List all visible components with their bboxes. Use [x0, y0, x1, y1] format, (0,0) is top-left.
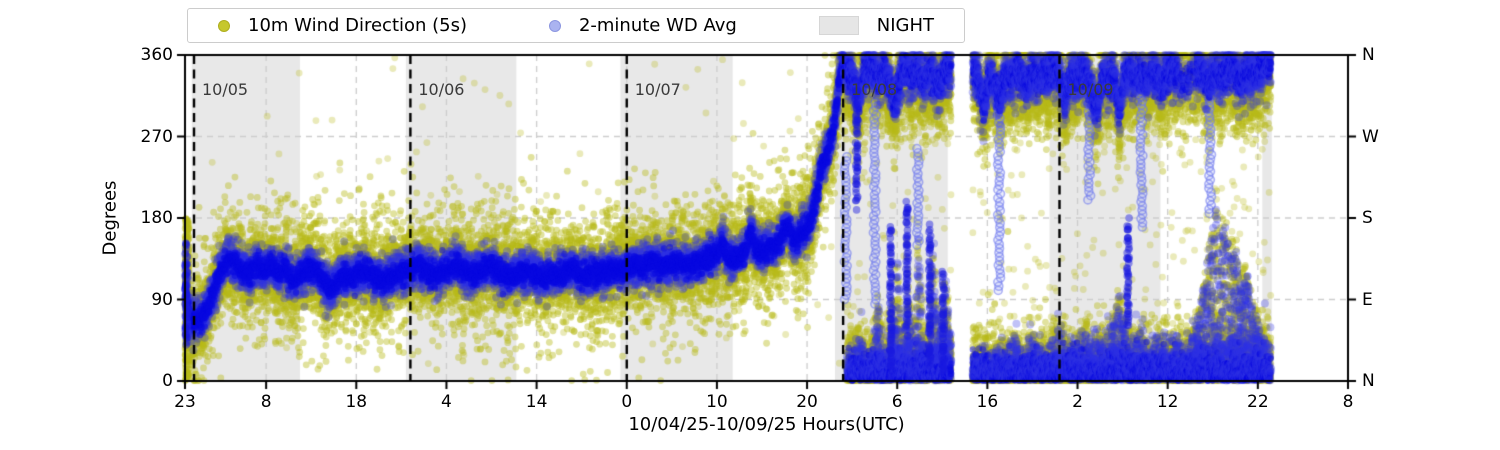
x-tick-label: 18	[345, 392, 368, 412]
date-annotation: 10/07	[634, 80, 681, 99]
date-annotation: 10/06	[418, 80, 465, 99]
avg-label: 2-minute WD Avg	[578, 15, 737, 36]
y-tick-label-left: 360	[140, 45, 173, 65]
y-tick-label-right: S	[1362, 208, 1373, 228]
x-tick-label: 8	[260, 392, 272, 412]
legend-item-night: NIGHT	[818, 15, 934, 36]
x-tick-label: 6	[891, 392, 903, 412]
x-tick-label: 8	[1342, 392, 1354, 412]
y-tick-label-left: 90	[151, 289, 173, 310]
x-tick-label: 22	[1247, 392, 1269, 412]
y-axis-label: Degrees	[99, 180, 121, 256]
x-tick-label: 14	[525, 392, 548, 412]
x-tick-label: 20	[796, 392, 818, 412]
legend: 10m Wind Direction (5s) 2-minute WD Avg …	[187, 8, 965, 43]
date-annotation: 10/09	[1067, 80, 1114, 99]
x-tick-label: 2	[1072, 392, 1083, 412]
y-tick-label-left: 270	[140, 126, 173, 147]
wd5s-label: 10m Wind Direction (5s)	[248, 15, 468, 36]
wd5s-marker-icon	[218, 19, 230, 32]
y-tick-label-left: 180	[140, 208, 173, 228]
avg-marker-icon	[548, 19, 561, 32]
x-tick-label: 10	[706, 392, 728, 412]
x-tick-label: 0	[621, 392, 633, 412]
y-tick-label-right: W	[1362, 126, 1379, 147]
date-annotation: 10/08	[851, 80, 898, 99]
x-tick-label: 16	[976, 392, 999, 412]
night-patch-icon	[818, 16, 859, 35]
x-tick-label: 4	[441, 392, 452, 412]
night-label: NIGHT	[876, 15, 934, 36]
legend-item-avg: 2-minute WD Avg	[548, 15, 737, 36]
y-tick-label-right: N	[1362, 371, 1375, 391]
date-annotation: 10/05	[202, 80, 249, 99]
y-tick-label-right: N	[1362, 45, 1375, 65]
legend-item-wd5s: 10m Wind Direction (5s)	[218, 15, 467, 36]
y-tick-label-left: 0	[162, 371, 173, 391]
x-tick-label: 23	[174, 392, 196, 412]
y-tick-label-right: E	[1362, 289, 1373, 310]
x-tick-label: 12	[1156, 392, 1179, 412]
x-axis-label: 10/04/25-10/09/25 Hours(UTC)	[628, 414, 905, 435]
